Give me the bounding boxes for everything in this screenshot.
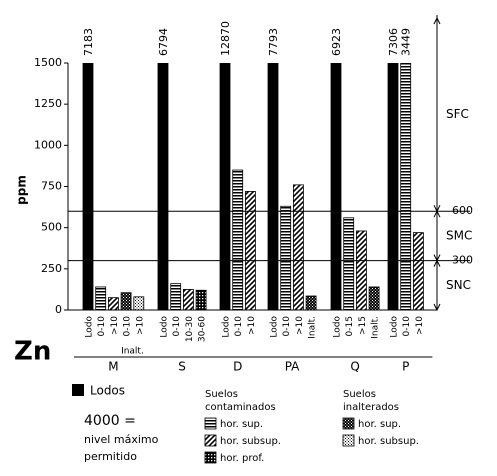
category-label: Lodo (390, 316, 400, 338)
bar (280, 205, 292, 311)
value-label: 7306 (387, 28, 400, 56)
value-label: 7793 (267, 28, 280, 56)
bar (195, 289, 207, 311)
value-label: 6794 (157, 28, 170, 56)
group-label: D (233, 360, 242, 374)
legend-swatch (342, 417, 355, 430)
category-label: >10 (247, 316, 257, 335)
category-label: Lodo (222, 316, 232, 338)
bar (133, 296, 145, 311)
category-label: Lodo (270, 316, 280, 338)
bar (368, 286, 380, 311)
group-label: S (178, 360, 186, 374)
legend-label: Lodos (90, 384, 125, 398)
y-tick-label: 1500 (34, 56, 62, 69)
legend-swatch (204, 434, 217, 447)
y-tick-label: 750 (41, 180, 62, 193)
bar (120, 292, 132, 311)
group-label: PA (285, 360, 300, 374)
category-label: Lodo (333, 316, 343, 338)
group-label: Q (350, 360, 359, 374)
category-label: 0-10 (172, 316, 182, 337)
note: nivel máximo (84, 433, 159, 446)
category-label: 0-10 (97, 316, 107, 337)
zone-label: SFC (446, 107, 469, 121)
bar (244, 191, 256, 311)
bar (355, 230, 367, 311)
category-label: 30-60 (198, 316, 208, 342)
legend-title: Suelos (343, 389, 376, 400)
bars (82, 63, 424, 311)
legend-title: Suelos (205, 389, 238, 400)
category-label: >10 (110, 316, 120, 335)
category-label: 0-10 (123, 316, 133, 337)
value-label: 12870 (219, 21, 232, 56)
bar (108, 297, 119, 311)
sublabel: Inalt. (121, 347, 144, 357)
category-label: Lodo (85, 316, 95, 338)
bar (95, 286, 107, 311)
category-label: 0-10 (234, 316, 244, 337)
legend-label: hor. subsup. (358, 436, 419, 447)
chart-title: Zn (14, 337, 51, 367)
category-label: >10 (135, 316, 145, 335)
category-label: 0-10 (282, 316, 292, 337)
category-label: Lodo (160, 316, 170, 338)
y-tick-label: 250 (41, 262, 62, 275)
value-label: 6923 (330, 28, 343, 56)
legend-label: hor. prof. (220, 453, 264, 464)
category-label: Inalt. (308, 316, 318, 339)
category-label: 0-10 (402, 316, 412, 337)
zone-label: SMC (446, 228, 472, 242)
group-label: M (108, 360, 118, 374)
reference-label: 300 (452, 254, 473, 267)
y-axis-label: ppm (15, 175, 29, 205)
category-label: >10 (295, 316, 305, 335)
category-label: 0-15 (345, 316, 355, 336)
legend-swatch (72, 384, 84, 396)
value-label: 7183 (82, 28, 95, 56)
zone-label: SNC (446, 278, 471, 292)
bar (170, 283, 182, 311)
note: 4000 = (84, 413, 136, 429)
bar (232, 169, 244, 311)
legend-title: inalterados (343, 402, 399, 413)
group-label: P (402, 360, 409, 374)
legend-swatch (342, 434, 355, 447)
y-tick-label: 500 (41, 221, 62, 234)
value-label: 3449 (400, 28, 413, 56)
note: permitido (84, 450, 137, 463)
legend-title: contaminados (205, 402, 276, 413)
category-label: Inalt. (371, 316, 381, 339)
legend-label: hor. subsup. (220, 436, 281, 447)
bar (292, 184, 304, 311)
legend-label: hor. sup. (358, 419, 401, 430)
reference-label: 600 (452, 204, 473, 217)
y-tick-label: 1000 (34, 138, 62, 151)
legend-swatch (204, 417, 217, 430)
legend-label: hor. sup. (220, 419, 263, 430)
bar (412, 232, 424, 311)
legend-swatch (204, 451, 217, 464)
category-label: >10 (415, 316, 425, 335)
arrow-head (433, 259, 441, 312)
y-tick-label: 1250 (34, 97, 62, 110)
bar (343, 217, 355, 311)
category-label: 10-30 (185, 316, 195, 342)
y-tick-label: 0 (55, 303, 62, 316)
bar (182, 289, 194, 311)
bar (305, 295, 317, 311)
category-label: >15 (358, 316, 368, 335)
